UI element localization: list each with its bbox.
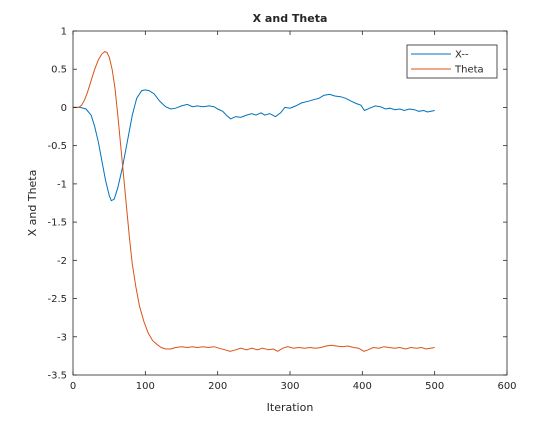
- y-tick-label: -0.5: [47, 141, 67, 152]
- y-tick-label: 0: [61, 103, 67, 114]
- x-tick-label: 100: [136, 381, 155, 392]
- y-tick-label: -1.5: [47, 218, 67, 229]
- y-tick-label: 0.5: [51, 65, 67, 76]
- y-tick-label: -1: [57, 179, 67, 190]
- y-tick-label: -2.5: [47, 294, 67, 305]
- x-ticks: 0 100 200 300 400 500 600: [70, 31, 517, 392]
- y-tick-label: -3: [57, 332, 67, 343]
- plot-area: [73, 31, 507, 375]
- series-line-2: [73, 51, 435, 352]
- x-tick-label: 600: [497, 381, 516, 392]
- legend-box: [406, 44, 498, 79]
- legend: X-- Theta: [406, 44, 498, 79]
- legend-items: X-- Theta: [411, 50, 484, 76]
- chart-title: X and Theta: [253, 12, 328, 25]
- y-tick-label: 1: [61, 27, 67, 38]
- legend-label-1: X--: [455, 50, 469, 61]
- series-layer: [73, 51, 435, 352]
- series-line-1: [73, 89, 435, 202]
- x-tick-label: 400: [353, 381, 372, 392]
- x-tick-label: 0: [70, 381, 76, 392]
- y-axis-label: X and Theta: [26, 170, 39, 237]
- x-tick-label: 200: [208, 381, 227, 392]
- x-tick-label: 500: [425, 381, 444, 392]
- x-axis-label: Iteration: [267, 401, 314, 414]
- y-tick-label: -3.5: [47, 371, 67, 382]
- x-tick-label: 300: [280, 381, 299, 392]
- y-tick-label: -2: [57, 256, 67, 267]
- legend-label-2: Theta: [454, 65, 484, 76]
- y-ticks: 1 0.5 0 -0.5 -1 -1.5 -2 -2.5 -3 -3.5: [47, 27, 507, 382]
